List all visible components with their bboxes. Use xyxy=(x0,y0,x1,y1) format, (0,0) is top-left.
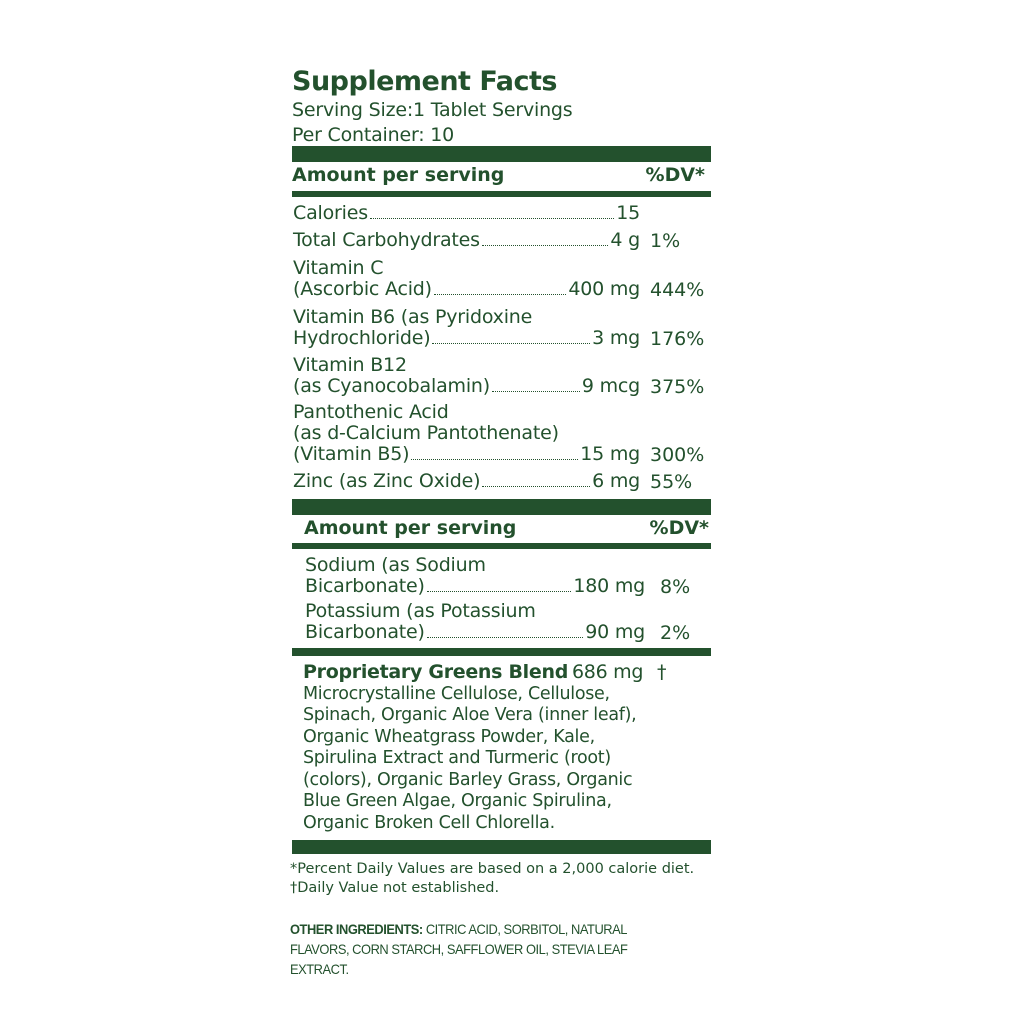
nutrient-name: (Vitamin B5) xyxy=(293,443,410,465)
nutrient-dv: 2% xyxy=(660,622,691,644)
divider-section2-header xyxy=(292,543,711,549)
nutrient-amount: 6 mg xyxy=(592,470,640,492)
blend-name: Proprietary Greens Blend xyxy=(303,661,568,683)
nutrient-dv: 176% xyxy=(650,328,705,350)
amount-per-serving-heading: Amount per serving xyxy=(304,517,517,539)
nutrient-name: Pantothenic Acid xyxy=(293,401,449,423)
divider-section1-header xyxy=(292,191,711,197)
other-ingredients-text: CITRIC ACID, SORBITOL, NATURAL FLAVORS, … xyxy=(290,921,628,977)
thick-divider-section2 xyxy=(292,499,711,515)
proprietary-blend: Proprietary Greens Blend 686 mg † Microc… xyxy=(303,661,713,834)
nutrient-name: (as Cyanocobalamin) xyxy=(293,375,490,397)
nutrient-row: Potassium (as Potassium Bicarbonate) 90 mg xyxy=(305,601,645,643)
nutrient-row: Zinc (as Zinc Oxide) 6 mg xyxy=(293,471,640,492)
nutrient-name: Zinc (as Zinc Oxide) xyxy=(293,470,481,492)
nutrient-amount: 90 mg xyxy=(585,621,645,643)
divider-before-blend xyxy=(292,648,711,656)
nutrient-dv: 300% xyxy=(650,444,705,466)
nutrient-amount: 3 mg xyxy=(592,327,640,349)
nutrient-amount: 400 mg xyxy=(568,278,640,300)
nutrient-name: Calories xyxy=(293,202,368,224)
section2-header: Amount per serving %DV* xyxy=(304,517,709,539)
nutrient-row: Vitamin B12 (as Cyanocobalamin) 9 mcg xyxy=(293,355,640,397)
nutrient-dv: 1% xyxy=(650,230,681,252)
thick-divider-top xyxy=(292,146,711,162)
nutrient-amount: 180 mg xyxy=(573,575,645,597)
nutrient-name: Total Carbohydrates xyxy=(293,229,480,251)
nutrient-amount: 15 xyxy=(616,202,640,224)
nutrient-dv: 444% xyxy=(650,279,705,301)
nutrient-dv: 375% xyxy=(650,376,705,398)
nutrient-row: Pantothenic Acid (as d-Calcium Pantothena… xyxy=(293,402,640,465)
nutrient-amount: 9 mcg xyxy=(581,375,640,397)
amount-per-serving-heading: Amount per serving xyxy=(292,164,505,186)
nutrient-row: Total Carbohydrates 4 g xyxy=(293,230,640,251)
nutrient-name: Vitamin B6 (as Pyridoxine xyxy=(293,306,533,328)
nutrient-row: Sodium (as Sodium Bicarbonate) 180 mg xyxy=(305,555,645,597)
nutrient-row: Calories 15 xyxy=(293,203,640,224)
nutrient-name: Bicarbonate) xyxy=(305,621,425,643)
footnotes: *Percent Daily Values are based on a 2,0… xyxy=(290,860,694,898)
nutrient-name: Hydrochloride) xyxy=(293,327,431,349)
footnote-dv: *Percent Daily Values are based on a 2,0… xyxy=(290,861,695,877)
label-title: Supplement Facts xyxy=(292,66,557,97)
nutrient-name: Vitamin C xyxy=(293,257,384,279)
thick-divider-bottom xyxy=(292,840,711,854)
nutrient-row: Vitamin C (Ascorbic Acid) 400 mg xyxy=(293,258,640,300)
nutrient-amount: 4 g xyxy=(610,229,640,251)
nutrient-name: Sodium (as Sodium xyxy=(305,554,486,576)
supplement-facts-header: Supplement Facts Serving Size:1 Tablet S… xyxy=(292,66,712,148)
nutrient-amount: 15 mg xyxy=(580,443,640,465)
nutrient-name: Vitamin B12 xyxy=(293,354,407,376)
servings-per-container: Per Container: 10 xyxy=(292,124,455,146)
other-ingredients-label: OTHER INGREDIENTS: xyxy=(290,921,423,937)
dv-heading: %DV* xyxy=(649,517,709,539)
nutrient-name: Bicarbonate) xyxy=(305,575,425,597)
other-ingredients: OTHER INGREDIENTS: CITRIC ACID, SORBITOL… xyxy=(290,919,686,979)
nutrient-dv: 55% xyxy=(650,471,693,493)
nutrient-dv: 8% xyxy=(660,576,691,598)
footnote-dagger: †Daily Value not established. xyxy=(290,880,500,896)
blend-dv: † xyxy=(657,661,667,683)
blend-amount: 686 mg xyxy=(572,661,644,683)
nutrient-name: Potassium (as Potassium xyxy=(305,600,536,622)
section1-header: Amount per serving %DV* xyxy=(292,164,711,186)
nutrient-name: (as d-Calcium Pantothenate) xyxy=(293,422,559,444)
nutrient-name: (Ascorbic Acid) xyxy=(293,278,432,300)
blend-ingredients: Microcrystalline Cellulose, Cellulose, S… xyxy=(303,683,637,833)
nutrient-row: Vitamin B6 (as Pyridoxine Hydrochloride) 3… xyxy=(293,307,640,349)
dv-heading: %DV* xyxy=(645,164,705,186)
serving-size: Serving Size:1 Tablet Servings xyxy=(292,99,573,121)
